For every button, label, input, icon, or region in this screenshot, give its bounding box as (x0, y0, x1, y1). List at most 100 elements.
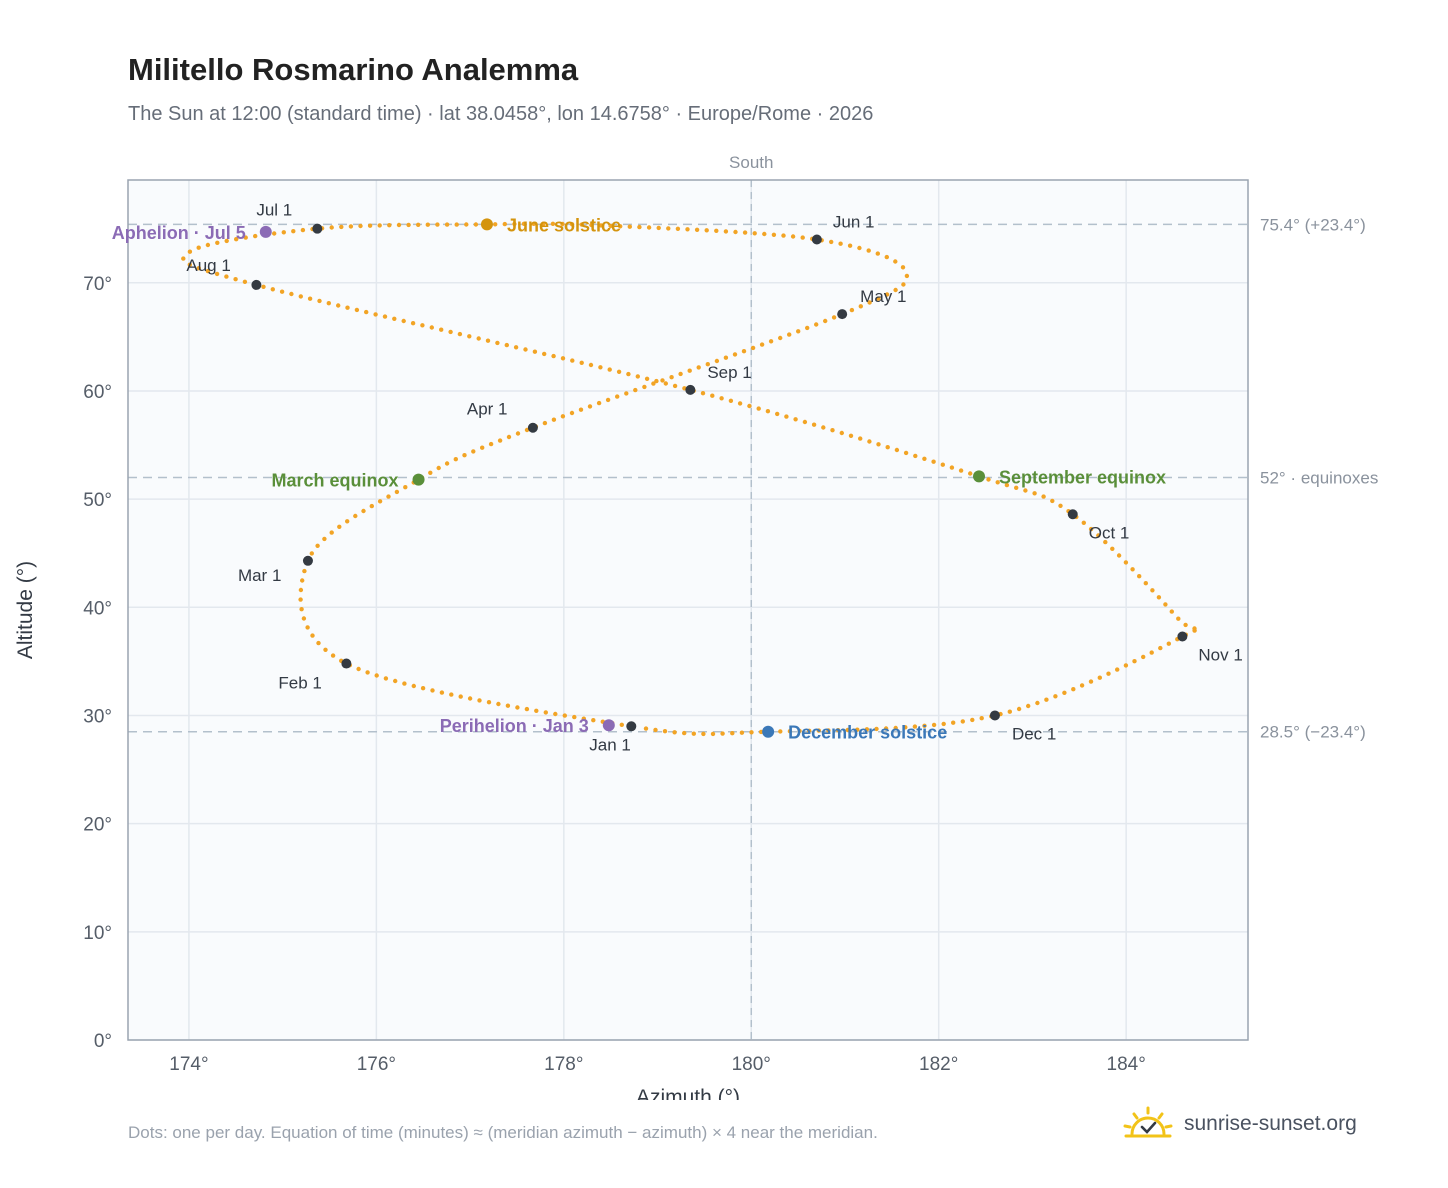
daily-sun-dot (444, 222, 450, 227)
daily-sun-dot (807, 728, 812, 733)
daily-sun-dot (1050, 498, 1055, 504)
daily-sun-dot (532, 349, 538, 354)
daily-sun-dot (1058, 503, 1063, 508)
daily-sun-dot (771, 232, 777, 237)
daily-sun-dot (750, 345, 756, 351)
daily-sun-dot (858, 436, 863, 441)
daily-sun-dot (672, 383, 678, 389)
daily-sun-dot (829, 239, 834, 245)
daily-sun-dot (1141, 654, 1146, 660)
daily-sun-dot (410, 321, 416, 326)
daily-sun-dot (1150, 588, 1155, 593)
daily-sun-dot (941, 721, 946, 727)
event-marker (762, 725, 775, 738)
daily-sun-dot (1130, 567, 1135, 572)
daily-sun-dot (1149, 650, 1154, 655)
daily-sun-dot (387, 223, 392, 228)
month-marker-label: Jun 1 (833, 212, 875, 231)
daily-sun-dot (800, 235, 805, 240)
daily-sun-dot (874, 726, 879, 732)
event-label: December solstice (788, 723, 947, 743)
daily-sun-dot (486, 700, 492, 705)
daily-sun-dot (560, 414, 566, 419)
daily-sun-dot (382, 314, 388, 319)
daily-sun-dot (454, 222, 459, 227)
plot-background (128, 180, 1248, 1040)
daily-sun-dot (298, 597, 303, 602)
daily-sun-dot (660, 378, 665, 383)
daily-sun-dot (845, 727, 850, 733)
daily-sun-dot (714, 358, 720, 364)
daily-sun-dot (403, 485, 408, 490)
daily-sun-dot (675, 226, 681, 231)
daily-sun-dot (1053, 694, 1058, 699)
month-marker-label: Jan 1 (589, 735, 631, 754)
daily-sun-dot (1088, 526, 1094, 532)
daily-sun-dot (471, 449, 476, 454)
daily-sun-dot (323, 647, 328, 652)
daily-sun-dot (1166, 641, 1172, 646)
daily-sun-dot (420, 686, 426, 691)
daily-sun-dot (618, 224, 623, 229)
daily-sun-dot (901, 282, 906, 287)
reference-line-label: 75.4° (+23.4°) (1260, 215, 1366, 234)
daily-sun-dot (298, 294, 303, 299)
daily-sun-dot (876, 442, 881, 447)
daily-sun-dot (298, 587, 304, 593)
month-marker-label: Feb 1 (278, 674, 321, 693)
daily-sun-dot (551, 353, 556, 359)
daily-sun-dot (654, 378, 659, 384)
daily-sun-dot (588, 362, 594, 368)
daily-sun-dot (541, 221, 546, 226)
daily-sun-dot (353, 513, 358, 519)
event-label: March equinox (272, 471, 399, 491)
daily-sun-dot (608, 223, 613, 229)
daily-sun-dot (1096, 533, 1101, 538)
daily-sun-dot (805, 325, 810, 331)
daily-sun-dot (662, 729, 668, 734)
month-marker (251, 279, 262, 290)
brand-logo[interactable]: sunrise-sunset.org (1120, 1104, 1357, 1144)
month-marker (341, 658, 352, 669)
daily-sun-dot (678, 371, 683, 377)
daily-sun-dot (326, 301, 331, 306)
daily-sun-dot (542, 351, 547, 357)
daily-sun-dot (1004, 482, 1010, 488)
daily-sun-dot (550, 221, 556, 226)
daily-sun-dot (1106, 671, 1111, 676)
daily-sun-dot (663, 381, 668, 386)
daily-sun-dot (793, 417, 798, 422)
month-marker (837, 309, 848, 320)
daily-sun-dot (790, 234, 796, 239)
daily-sun-dot (867, 439, 872, 444)
daily-sun-dot (393, 678, 398, 684)
daily-sun-dot (607, 367, 612, 372)
daily-sun-dot (903, 450, 909, 456)
month-marker-label: May 1 (860, 287, 906, 306)
daily-sun-dot (477, 698, 482, 703)
daily-sun-dot (521, 221, 527, 226)
daily-sun-dot (922, 456, 927, 461)
daily-sun-dot (356, 666, 361, 672)
daily-sun-dot (912, 724, 918, 729)
daily-sun-dot (562, 713, 567, 718)
daily-sun-dot (261, 284, 266, 289)
daily-sun-dot (416, 222, 421, 227)
daily-sun-dot (1176, 616, 1181, 621)
daily-sun-dot (396, 222, 402, 228)
sun-check-icon (1123, 1106, 1173, 1138)
daily-sun-dot (467, 334, 472, 339)
daily-sun-dot (958, 468, 964, 473)
plot-frame (127, 179, 1249, 1041)
daily-sun-dot (316, 640, 321, 646)
daily-sun-dot (682, 730, 687, 736)
daily-sun-dot (402, 681, 407, 686)
daily-sun-dot (847, 243, 853, 248)
daily-sun-dot (439, 690, 445, 695)
x-tick-label: 180° (732, 1054, 771, 1075)
daily-sun-dot (866, 248, 871, 253)
daily-sun-dot (473, 222, 479, 227)
daily-sun-dot (642, 384, 647, 390)
daily-sun-dot (364, 309, 369, 315)
daily-sun-dot (830, 428, 835, 433)
